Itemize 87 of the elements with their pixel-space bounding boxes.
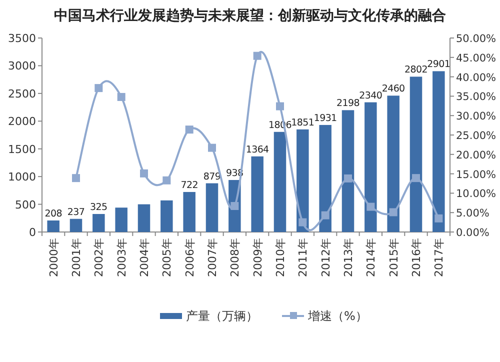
y-tick-label: 3000 — [8, 60, 36, 73]
y2-tick-label: 50.00% — [456, 33, 496, 45]
point — [185, 126, 194, 134]
y2-tick-label: 25.00% — [456, 130, 496, 142]
data-label: 1851 — [291, 117, 314, 128]
data-label: 2460 — [382, 84, 406, 95]
y2-tick-label: 15.00% — [456, 168, 496, 181]
data-label: 2198 — [336, 98, 360, 110]
bar — [70, 218, 82, 232]
y2-tick-label: 20.00% — [456, 149, 496, 162]
point — [276, 102, 284, 110]
bar — [364, 102, 377, 232]
point — [298, 218, 307, 226]
x-tick-label: 2014年 — [364, 238, 378, 277]
x-tick-label: 2016年 — [410, 238, 423, 277]
y2-tick-label: 40.00% — [456, 72, 496, 84]
point — [321, 211, 330, 220]
bar — [138, 204, 150, 232]
x-tick-label: 2006年 — [183, 238, 196, 277]
point — [208, 144, 216, 152]
bar — [274, 132, 286, 232]
x-tick-label: 2000年 — [47, 238, 60, 277]
data-label: 879 — [203, 171, 221, 182]
y2-tick-label: 10.00% — [456, 188, 496, 200]
point — [117, 92, 126, 101]
point — [230, 202, 239, 210]
y-tick-label: 2500 — [8, 87, 36, 100]
bar — [296, 129, 309, 232]
point — [94, 84, 103, 92]
data-label: 1931 — [314, 112, 338, 124]
x-tick-label: 2009年 — [251, 238, 264, 277]
data-label: 237 — [67, 206, 85, 218]
point — [412, 174, 420, 182]
bar — [183, 192, 196, 232]
data-label: 2802 — [404, 64, 428, 76]
point — [434, 214, 443, 222]
data-label: 208 — [44, 208, 62, 220]
data-label: 325 — [90, 202, 108, 213]
legend-label: 增速（%） — [307, 309, 368, 323]
x-tick-label: 2013年 — [342, 238, 355, 277]
y2-tick-label: 0.00% — [456, 227, 490, 239]
y2-tick-label: 45.00% — [456, 52, 496, 64]
x-tick-label: 2011年 — [296, 238, 310, 277]
bar — [160, 200, 173, 232]
point — [389, 208, 398, 216]
bar — [319, 124, 332, 232]
point — [72, 174, 80, 182]
point — [140, 169, 148, 178]
chart-title: 中国马术行业发展趋势与未来展望：创新驱动与文化传承的融合 — [54, 7, 446, 24]
bar — [410, 76, 422, 232]
bar — [206, 183, 218, 232]
y2-tick-label: 35.00% — [456, 91, 496, 104]
data-label: 2340 — [359, 90, 382, 102]
bar — [432, 71, 445, 232]
y-tick-label: 500 — [15, 198, 36, 212]
data-label: 2901 — [427, 59, 450, 70]
data-label: 722 — [180, 180, 198, 191]
x-tick-label: 2015年 — [387, 238, 400, 277]
bar — [115, 208, 128, 232]
legend-label: 产量（万辆） — [186, 309, 258, 323]
bar — [342, 110, 354, 232]
x-tick-label: 2001年 — [70, 238, 83, 277]
y-tick-label: 1000 — [8, 170, 36, 184]
point — [366, 202, 375, 211]
point — [162, 176, 171, 184]
x-tick-label: 2010年 — [274, 238, 287, 277]
bar — [92, 214, 105, 232]
x-tick-label: 2005年 — [160, 238, 174, 277]
y2-tick-label: 30.00% — [456, 110, 496, 123]
x-tick-label: 2004年 — [138, 238, 151, 277]
x-tick-label: 2003年 — [115, 238, 128, 277]
bar — [387, 96, 400, 232]
y-tick-label: 0 — [29, 226, 36, 239]
x-tick-label: 2012年 — [319, 238, 332, 277]
bar — [47, 220, 60, 232]
x-tick-label: 2007年 — [206, 238, 219, 277]
x-tick-label: 2008年 — [228, 238, 242, 277]
y-tick-label: 1500 — [8, 142, 36, 156]
data-label: 1364 — [246, 144, 270, 156]
point — [344, 174, 352, 182]
bar — [251, 156, 264, 232]
x-tick-label: 2002年 — [92, 238, 106, 277]
point — [253, 52, 262, 60]
y-tick-label: 2000 — [8, 115, 36, 128]
y-tick-label: 3500 — [8, 32, 36, 45]
y2-tick-label: 5.00% — [456, 208, 490, 220]
x-tick-label: 2017年 — [432, 238, 446, 277]
